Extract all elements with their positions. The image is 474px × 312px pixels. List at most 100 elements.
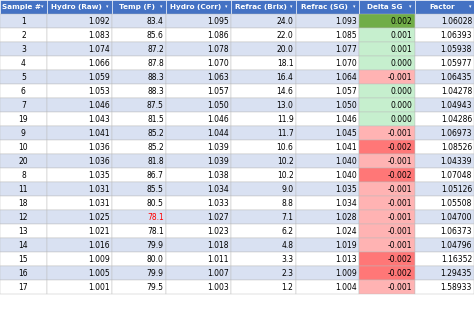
Bar: [415, 266, 474, 280]
Text: 22.0: 22.0: [277, 31, 293, 40]
Bar: [415, 140, 474, 154]
Bar: [112, 210, 166, 224]
Text: Sample #: Sample #: [2, 4, 41, 10]
Text: ▾: ▾: [409, 4, 411, 9]
Bar: [415, 280, 474, 294]
Bar: [47, 168, 112, 182]
Text: 87.5: 87.5: [147, 100, 164, 110]
Text: 1.050: 1.050: [207, 100, 228, 110]
Bar: [231, 182, 296, 196]
Text: 1.040: 1.040: [335, 170, 356, 179]
Text: 8: 8: [21, 170, 26, 179]
Text: 0.000: 0.000: [391, 86, 412, 95]
Text: ▾: ▾: [468, 4, 471, 9]
Bar: [0, 84, 47, 98]
Text: 10.6: 10.6: [277, 143, 293, 152]
Bar: [359, 126, 415, 140]
Bar: [47, 126, 112, 140]
Text: 24.0: 24.0: [277, 17, 293, 26]
Text: 81.8: 81.8: [147, 157, 164, 165]
Text: 6: 6: [21, 86, 26, 95]
Text: 1.013: 1.013: [335, 255, 356, 264]
Text: 1.050: 1.050: [335, 100, 356, 110]
Bar: [0, 112, 47, 126]
Text: 4.8: 4.8: [282, 241, 293, 250]
Text: 9.0: 9.0: [282, 184, 293, 193]
Text: 1.038: 1.038: [207, 170, 228, 179]
Text: 1.009: 1.009: [88, 255, 110, 264]
Bar: [112, 266, 166, 280]
Text: 13.0: 13.0: [277, 100, 293, 110]
Bar: [231, 252, 296, 266]
Text: 1.095: 1.095: [207, 17, 228, 26]
Text: 1.093: 1.093: [335, 17, 356, 26]
Text: 4: 4: [21, 59, 26, 67]
Bar: [166, 70, 231, 84]
Bar: [231, 42, 296, 56]
Text: 14: 14: [18, 241, 28, 250]
Text: -0.001: -0.001: [388, 129, 412, 138]
Text: -0.001: -0.001: [388, 72, 412, 81]
Text: 85.2: 85.2: [147, 129, 164, 138]
Text: 1.04278: 1.04278: [441, 86, 472, 95]
Text: 83.4: 83.4: [147, 17, 164, 26]
Text: 8.8: 8.8: [282, 198, 293, 207]
Text: ▾: ▾: [225, 4, 228, 9]
Bar: [112, 168, 166, 182]
Text: -0.002: -0.002: [388, 269, 412, 277]
Text: 1.057: 1.057: [335, 86, 356, 95]
Text: 1.003: 1.003: [207, 282, 228, 291]
Bar: [47, 224, 112, 238]
Text: Temp (F): Temp (F): [118, 4, 155, 10]
Text: 1.077: 1.077: [335, 45, 356, 53]
Text: 19: 19: [18, 115, 28, 124]
Text: 1.046: 1.046: [335, 115, 356, 124]
Bar: [112, 280, 166, 294]
Bar: [415, 42, 474, 56]
Bar: [415, 14, 474, 28]
Text: 1.05938: 1.05938: [441, 45, 472, 53]
Text: 6.2: 6.2: [282, 227, 293, 236]
Bar: [112, 42, 166, 56]
Bar: [415, 210, 474, 224]
Bar: [112, 126, 166, 140]
Bar: [112, 14, 166, 28]
Text: 1.036: 1.036: [88, 157, 110, 165]
Bar: [0, 42, 47, 56]
Text: 86.7: 86.7: [147, 170, 164, 179]
Text: 2.3: 2.3: [282, 269, 293, 277]
Bar: [0, 224, 47, 238]
Bar: [47, 238, 112, 252]
Text: 85.6: 85.6: [147, 31, 164, 40]
Text: 1.019: 1.019: [335, 241, 356, 250]
Bar: [47, 84, 112, 98]
Text: 1.08526: 1.08526: [441, 143, 472, 152]
Bar: [359, 252, 415, 266]
Text: Factor: Factor: [429, 4, 455, 10]
Text: 17: 17: [18, 282, 28, 291]
Text: 1.05126: 1.05126: [441, 184, 472, 193]
Bar: [166, 224, 231, 238]
Text: ▾: ▾: [290, 4, 292, 9]
Text: 13: 13: [18, 227, 28, 236]
Bar: [296, 84, 359, 98]
Text: 1.07048: 1.07048: [441, 170, 472, 179]
Text: 1.024: 1.024: [335, 227, 356, 236]
Text: 1.04339: 1.04339: [440, 157, 472, 165]
Text: ▾: ▾: [41, 4, 44, 9]
Text: 80.5: 80.5: [147, 198, 164, 207]
Bar: [47, 266, 112, 280]
Bar: [0, 266, 47, 280]
Text: ▾: ▾: [106, 4, 109, 9]
Bar: [231, 70, 296, 84]
Bar: [359, 70, 415, 84]
Bar: [359, 98, 415, 112]
Bar: [0, 252, 47, 266]
Text: 1.039: 1.039: [207, 157, 228, 165]
Bar: [359, 182, 415, 196]
Text: 1.034: 1.034: [207, 184, 228, 193]
Bar: [47, 98, 112, 112]
Bar: [112, 182, 166, 196]
Text: 1.06973: 1.06973: [440, 129, 472, 138]
Text: 0.000: 0.000: [391, 100, 412, 110]
